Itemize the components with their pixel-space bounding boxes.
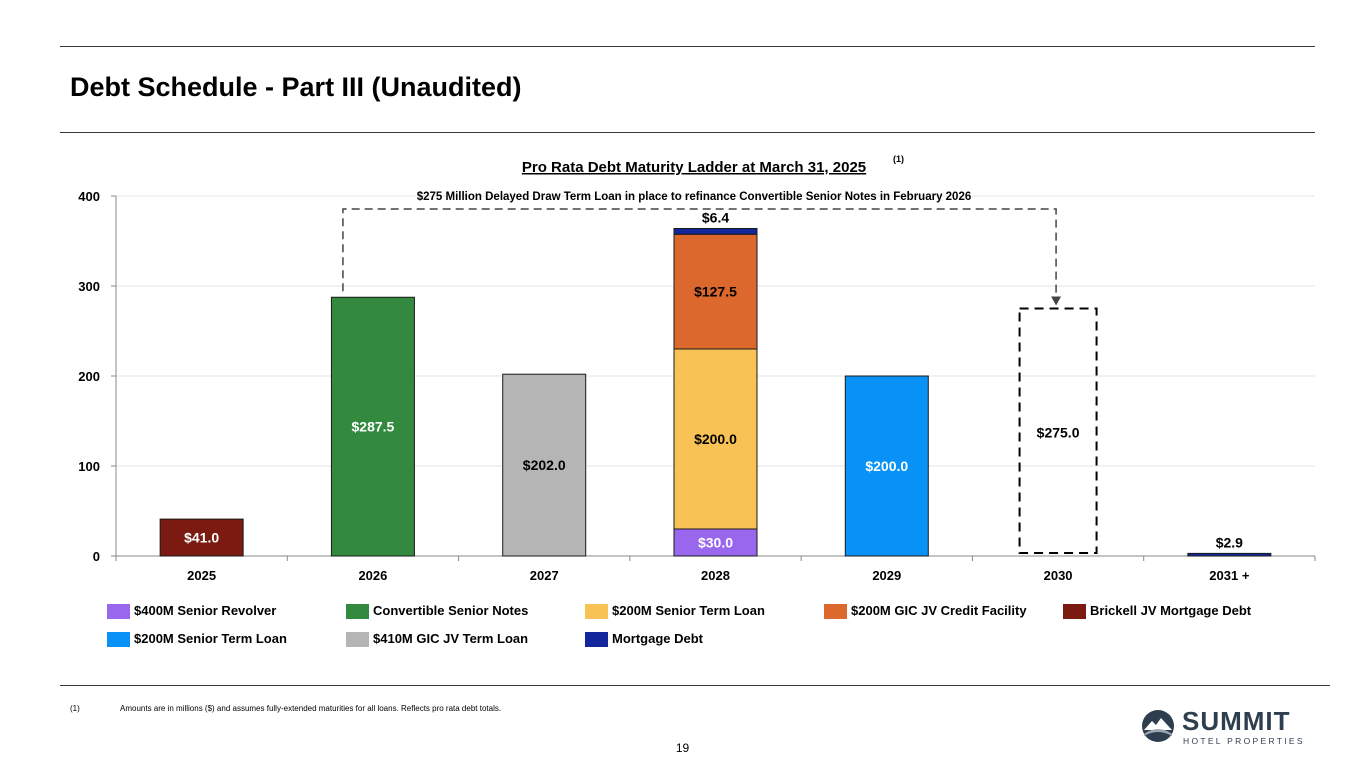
y-tick-label: 100 [78,459,100,474]
legend-item-label: $200M Senior Term Loan [134,631,287,646]
bar-segment [673,227,758,235]
x-tick-label: 2027 [530,568,559,583]
legend-swatch [346,604,369,619]
legend-swatch [107,604,130,619]
x-tick-label: 2026 [358,568,387,583]
legend-item-label: Convertible Senior Notes [373,603,528,618]
data-label: $287.5 [352,419,395,435]
data-label: $41.0 [184,530,219,546]
logo-tagline: HOTEL PROPERTIES [1183,736,1305,746]
page-number: 19 [675,741,690,755]
dashed-bar [1018,307,1098,554]
dashed-bar-label: $275.0 [1037,424,1080,440]
legend-item-label: $410M GIC JV Term Loan [373,631,528,646]
mountain-logo-icon [1142,710,1174,742]
legend-item-label: $200M GIC JV Credit Facility [851,603,1027,618]
footnote-text: Amounts are in millions ($) and assumes … [120,704,502,713]
data-label: $2.9 [1216,534,1243,550]
y-tick-label: 300 [78,279,100,294]
x-tick-label: 2031 + [1209,568,1250,583]
x-tick-label: 2029 [872,568,901,583]
annotation-arrowhead [1051,296,1062,306]
data-label: $200.0 [694,431,737,447]
chart-annotation: $275 Million Delayed Draw Term Loan in p… [417,191,972,203]
data-label: $30.0 [698,535,733,551]
data-label: $202.0 [523,457,566,473]
page-title: Debt Schedule - Part III (Unaudited) [70,72,522,102]
top-rule [60,46,1315,47]
legend-swatch [346,632,369,647]
legend-item-label: Brickell JV Mortgage Debt [1090,603,1252,618]
legend-item-label: Mortgage Debt [612,631,704,646]
x-tick-label: 2028 [701,568,730,583]
chart-title: Pro Rata Debt Maturity Ladder at March 3… [522,159,866,176]
bar-segment [159,518,244,557]
data-label: $127.5 [694,284,737,300]
legend-item-label: $400M Senior Revolver [134,603,276,618]
legend-item-label: $200M Senior Term Loan [612,603,765,618]
bar-segment [673,233,758,350]
bar-segment [1187,552,1272,557]
bar-segment [330,296,415,557]
bar-segment [502,373,587,557]
footnote-marker: (1) [70,704,80,713]
debt-maturity-chart: Pro Rata Debt Maturity Ladder at March 3… [78,154,1316,647]
data-label: $6.4 [702,209,729,225]
annotation-bracket [342,208,1057,299]
footer-rule [60,685,1330,686]
summit-logo: SUMMIT HOTEL PROPERTIES [1142,706,1305,746]
legend-swatch [585,604,608,619]
chart-title-superscript: (1) [893,154,904,164]
x-tick-label: 2030 [1044,568,1073,583]
x-tick-label: 2025 [187,568,216,583]
legend-swatch [107,632,130,647]
title-rule [60,132,1315,133]
y-tick-label: 400 [78,189,100,204]
legend-swatch [824,604,847,619]
data-label: $200.0 [865,458,908,474]
bar-segment [673,348,758,530]
bar-segment [844,375,929,557]
logo-name: SUMMIT [1182,706,1291,736]
y-tick-label: 0 [93,549,100,564]
legend-swatch [1063,604,1086,619]
y-tick-label: 200 [78,369,100,384]
legend-swatch [585,632,608,647]
